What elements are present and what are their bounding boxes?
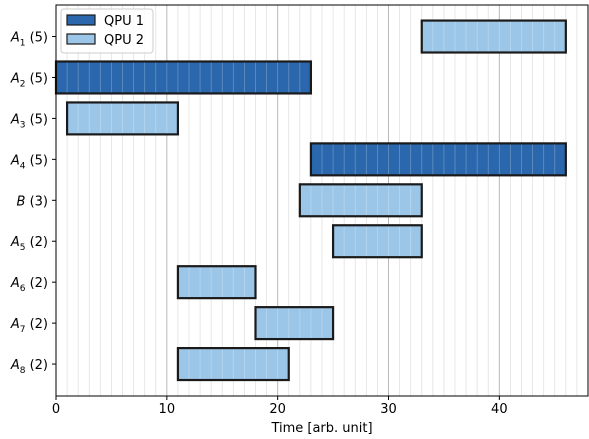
y-tick-label: A8 (2) bbox=[10, 358, 48, 376]
task-count: (2) bbox=[25, 276, 48, 291]
task-subscript: 8 bbox=[20, 366, 26, 376]
task-count: (2) bbox=[25, 235, 48, 250]
task-subscript: 2 bbox=[20, 79, 26, 89]
task-bar bbox=[254, 306, 335, 341]
y-tick-label: A6 (2) bbox=[10, 276, 48, 294]
task-bar-fill bbox=[255, 307, 334, 340]
legend-label: QPU 2 bbox=[104, 33, 144, 48]
task-bar-outline bbox=[176, 346, 290, 382]
y-tick-label: B (3) bbox=[17, 194, 48, 209]
task-bar-outline bbox=[176, 265, 257, 300]
task-name: A bbox=[10, 153, 20, 168]
task-bar-fill bbox=[299, 184, 422, 217]
task-subscript: 7 bbox=[20, 325, 26, 335]
task-subscript: 1 bbox=[20, 39, 26, 49]
task-count: (3) bbox=[25, 194, 48, 209]
x-tick-label: 20 bbox=[269, 402, 286, 417]
y-tick-label: A1 (5) bbox=[10, 31, 48, 49]
task-bar-fill bbox=[56, 61, 311, 94]
task-count: (5) bbox=[25, 71, 48, 86]
task-name: A bbox=[10, 31, 20, 46]
task-name: A bbox=[10, 71, 20, 86]
y-tick-label: A3 (5) bbox=[10, 112, 48, 130]
task-bar-fill bbox=[177, 348, 289, 381]
task-count: (2) bbox=[25, 317, 48, 332]
task-bar bbox=[176, 265, 257, 300]
task-name: A bbox=[10, 235, 20, 250]
task-bar bbox=[420, 19, 567, 54]
task-subscript: 5 bbox=[20, 243, 26, 253]
task-bar-outline bbox=[331, 224, 423, 259]
task-bar-outline bbox=[309, 142, 567, 177]
task-bar-fill bbox=[333, 225, 422, 258]
task-subscript: 3 bbox=[20, 120, 26, 130]
x-tick-label: 30 bbox=[380, 402, 397, 417]
x-tick-label: 10 bbox=[159, 402, 176, 417]
task-count: (5) bbox=[25, 112, 48, 127]
task-name: A bbox=[10, 317, 20, 332]
y-tick-label: A4 (5) bbox=[10, 153, 48, 171]
task-subscript: 4 bbox=[20, 161, 26, 171]
task-bar-outline bbox=[420, 19, 567, 54]
bars bbox=[54, 19, 567, 382]
task-name: B bbox=[17, 194, 26, 209]
task-bar-fill bbox=[310, 143, 566, 176]
legend-swatch bbox=[66, 33, 96, 45]
x-tick-label: 40 bbox=[491, 402, 508, 417]
task-bar bbox=[331, 224, 423, 259]
task-count: (2) bbox=[25, 358, 48, 373]
task-bar bbox=[54, 60, 313, 95]
task-name: A bbox=[10, 112, 20, 127]
task-bar-fill bbox=[421, 20, 566, 53]
task-count: (5) bbox=[25, 153, 48, 168]
task-bar bbox=[176, 346, 290, 382]
task-bar bbox=[65, 101, 180, 136]
y-tick-label: A5 (2) bbox=[10, 235, 48, 253]
task-bar-fill bbox=[67, 102, 178, 135]
task-name: A bbox=[10, 276, 20, 291]
y-tick-label: A2 (5) bbox=[10, 71, 48, 89]
x-axis-label: Time [arb. unit] bbox=[270, 421, 372, 436]
legend-swatch bbox=[66, 14, 96, 26]
x-tick-label: 0 bbox=[52, 402, 60, 417]
task-bar-fill bbox=[177, 266, 256, 299]
task-name: A bbox=[10, 358, 20, 373]
task-subscript: 6 bbox=[20, 284, 26, 294]
task-bar bbox=[298, 183, 423, 218]
legend-label: QPU 1 bbox=[104, 14, 144, 29]
task-count: (5) bbox=[25, 31, 48, 46]
task-bar-outline bbox=[254, 306, 335, 341]
task-bar-outline bbox=[65, 101, 180, 136]
task-bar-outline bbox=[298, 183, 423, 218]
y-tick-label: A7 (2) bbox=[10, 317, 48, 335]
task-bar bbox=[309, 142, 567, 177]
legend: QPU 1 QPU 2 bbox=[60, 8, 154, 54]
